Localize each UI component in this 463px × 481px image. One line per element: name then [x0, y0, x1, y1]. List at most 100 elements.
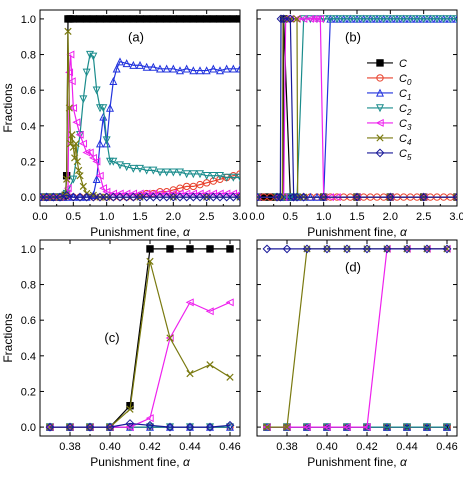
data-point-C2 [182, 170, 191, 179]
data-point-C4 [72, 140, 80, 148]
legend-item-C: C [367, 58, 407, 70]
data-point-C3 [79, 139, 88, 148]
legend-item-C5: C5 [367, 148, 412, 162]
legend-item-C2: C2 [367, 103, 412, 117]
x-tick-label: 0.42 [139, 441, 160, 453]
data-point-C1 [135, 60, 145, 69]
data-point-C3 [82, 148, 91, 157]
legend-label-C0: C0 [399, 73, 412, 87]
data-point-C5 [188, 192, 198, 202]
data-point-C1 [162, 64, 171, 73]
data-point-C [149, 15, 158, 23]
y-tick-label: 0.4 [21, 351, 36, 363]
data-point-C5 [148, 192, 158, 202]
data-point-C3 [125, 423, 134, 432]
data-point-C2 [446, 15, 455, 24]
data-point-C3 [312, 14, 321, 23]
data-point-C5 [385, 192, 395, 202]
data-point-C5 [135, 192, 145, 202]
data-point-C [226, 245, 234, 253]
y-axis-label: Fractions [1, 83, 15, 132]
series-group [40, 15, 240, 202]
data-point-C [202, 15, 211, 23]
data-point-C5 [292, 192, 302, 202]
y-tick-label: 0.4 [21, 121, 36, 133]
x-tick-label: 0.0 [249, 211, 264, 223]
series-line-C5 [40, 194, 240, 198]
data-point-C [102, 15, 111, 23]
data-point-C2 [339, 15, 348, 24]
x-tick-label: 0.40 [99, 441, 120, 453]
x-tick-label: 0.38 [276, 441, 297, 453]
x-tick-label: 2.5 [416, 211, 431, 223]
data-point-C1 [112, 64, 121, 73]
legend-marker-C0 [376, 74, 384, 82]
y-tick-label: 0.6 [21, 85, 36, 97]
data-point-C2 [399, 15, 408, 24]
data-point-C5 [442, 244, 452, 254]
legend-marker-C2 [375, 104, 385, 113]
x-tick-label: 2.0 [166, 211, 181, 223]
data-point-C3 [75, 130, 84, 139]
data-point-C5 [65, 422, 75, 432]
data-point-C5 [40, 192, 45, 202]
data-point-C5 [162, 192, 172, 202]
data-point-C [206, 245, 214, 253]
data-point-C5 [55, 192, 65, 202]
data-point-C5 [222, 192, 232, 202]
panel-label: (a) [128, 29, 144, 44]
data-point-C5 [165, 422, 175, 432]
series-line-C3 [50, 301, 231, 428]
legend-label-C4: C4 [399, 133, 412, 147]
data-point-C5 [422, 244, 432, 254]
data-point-C0 [196, 180, 204, 189]
x-tick-label: 0.46 [219, 441, 240, 453]
series-group [257, 14, 457, 202]
data-point-C1 [92, 174, 101, 183]
legend-label-C2: C2 [399, 103, 412, 117]
data-point-C1 [169, 64, 178, 73]
data-point-C3 [95, 171, 104, 180]
data-point-C4 [64, 27, 72, 36]
data-point-C [189, 15, 198, 23]
data-point-C2 [209, 172, 218, 181]
data-point-C5 [62, 190, 72, 200]
data-point-C2 [379, 15, 388, 24]
data-point-C2 [115, 161, 125, 170]
data-point-C [176, 15, 184, 23]
x-tick-label: 0.44 [179, 441, 200, 453]
data-point-C [222, 15, 231, 23]
data-point-C4 [226, 373, 234, 381]
data-point-C2 [419, 15, 428, 24]
data-point-C5 [42, 192, 52, 202]
data-point-C2 [149, 166, 158, 175]
data-point-C2 [135, 164, 145, 173]
data-point-C1 [95, 139, 105, 148]
data-point-C4 [69, 143, 77, 151]
data-point-C4 [79, 182, 87, 191]
data-point-C1 [182, 64, 191, 73]
data-point-C1 [102, 139, 111, 148]
y-tick-label: 0.8 [21, 50, 36, 62]
data-point-C1 [222, 64, 231, 73]
data-point-C2 [359, 15, 368, 24]
data-point-C3 [89, 153, 98, 162]
data-point-C5 [276, 14, 286, 24]
data-point-C1 [175, 66, 185, 75]
data-point-C5 [88, 192, 98, 202]
legend-marker-C1 [375, 88, 385, 97]
data-point-C2 [195, 170, 205, 179]
legend-marker-C [376, 59, 384, 67]
data-point-C [229, 15, 238, 23]
data-point-C5 [452, 192, 457, 202]
data-point-C2 [82, 68, 91, 77]
data-point-C5 [382, 244, 392, 254]
data-point-C1 [122, 59, 131, 68]
data-point-C5 [322, 244, 332, 254]
data-point-C5 [289, 192, 299, 202]
data-point-C2 [442, 423, 452, 432]
panel-b: 0.0 0.5 1.0 1.5 2.0 2.5 3.0 Punishment fine, α (… [249, 9, 463, 239]
x-tick-label: 3.0 [449, 211, 463, 223]
data-point-C2 [109, 157, 118, 166]
